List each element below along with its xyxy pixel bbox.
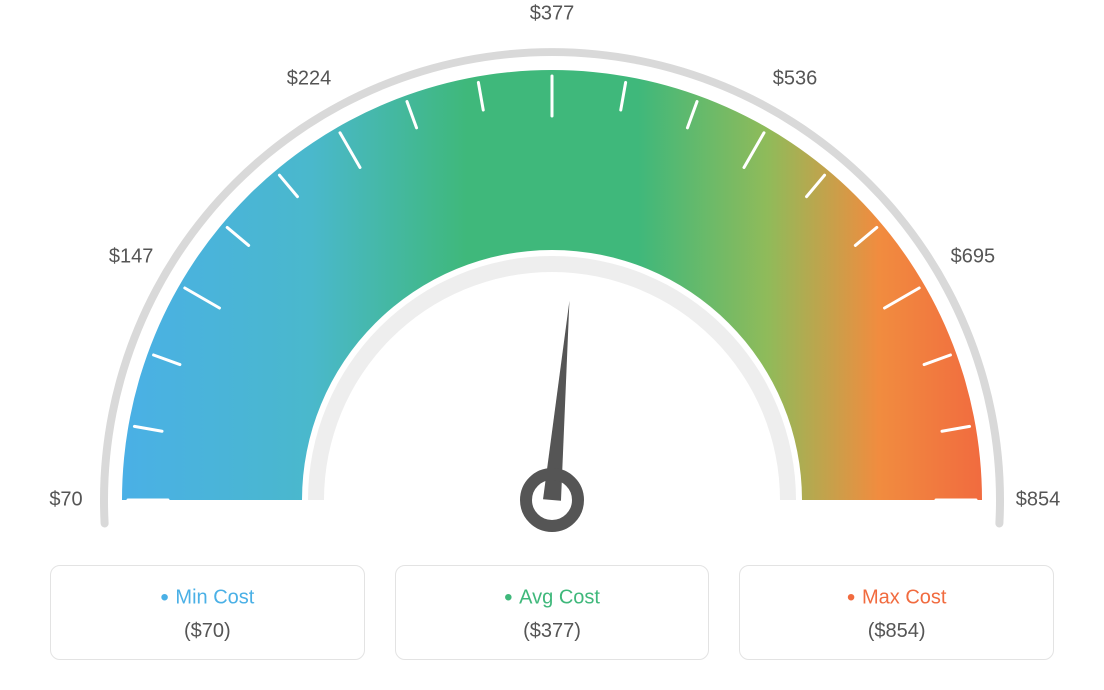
gauge-area: $70 $147 $224 $377 $536 $695 $854 xyxy=(0,0,1104,560)
gauge-tick-label: $854 xyxy=(1016,489,1061,512)
legend-value-min: ($70) xyxy=(61,620,354,643)
legend-value-avg: ($377) xyxy=(406,620,699,643)
gauge-tick-label: $377 xyxy=(530,3,575,26)
gauge-tick-label: $70 xyxy=(49,489,82,512)
cost-gauge-chart: $70 $147 $224 $377 $536 $695 $854 Min Cost ($7… xyxy=(0,0,1104,690)
gauge-tick-label: $147 xyxy=(109,246,154,269)
legend-value-max: ($854) xyxy=(750,620,1043,643)
gauge-tick-label: $224 xyxy=(287,68,332,91)
legend-row: Min Cost ($70) Avg Cost ($377) Max Cost … xyxy=(50,565,1054,660)
legend-card-avg: Avg Cost ($377) xyxy=(395,565,710,660)
gauge-tick-label: $695 xyxy=(951,246,996,269)
legend-label-max: Max Cost xyxy=(750,584,1043,612)
gauge-svg xyxy=(0,0,1104,560)
legend-card-max: Max Cost ($854) xyxy=(739,565,1054,660)
legend-card-min: Min Cost ($70) xyxy=(50,565,365,660)
legend-label-avg: Avg Cost xyxy=(406,584,699,612)
legend-label-min: Min Cost xyxy=(61,584,354,612)
gauge-tick-label: $536 xyxy=(773,68,818,91)
